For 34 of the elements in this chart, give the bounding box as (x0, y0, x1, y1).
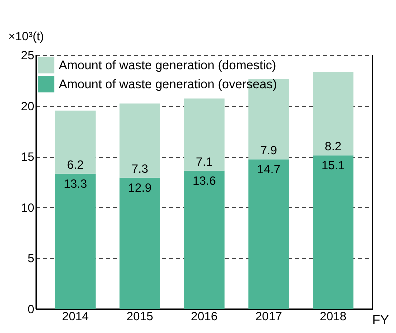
bar (248, 160, 290, 309)
bar (55, 110, 96, 174)
x-axis-title: FY (372, 312, 390, 328)
x-tick-label: 2018 (320, 310, 348, 324)
data-label: 7.3 (132, 162, 149, 176)
bar (120, 178, 160, 309)
data-label: 7.1 (196, 154, 214, 169)
data-label: 14.7 (257, 162, 281, 177)
bar (55, 174, 96, 309)
data-label: 13.6 (192, 174, 216, 188)
data-label: 15.1 (322, 158, 346, 173)
bar (184, 98, 225, 171)
x-tick-label: 2017 (256, 310, 283, 324)
legend-label: Amount of waste generation (domestic) (59, 58, 276, 72)
x-tick-label: 2016 (191, 310, 218, 324)
y-tick-label: 5 (28, 252, 35, 266)
x-tick-label: 2014 (62, 310, 90, 324)
data-label: 6.2 (67, 158, 84, 172)
y-tick-label: 25 (21, 48, 35, 62)
bar (120, 104, 160, 178)
y-tick-label: 10 (21, 200, 35, 215)
y-tick-label: 20 (21, 99, 35, 114)
bar (184, 170, 225, 309)
data-label: 13.3 (64, 176, 88, 191)
y-tick-label: 15 (21, 150, 35, 164)
data-label: 7.9 (260, 144, 278, 158)
data-label: 12.9 (128, 180, 152, 195)
y-axis-title: ×10³(t) (8, 30, 44, 44)
legend-label: Amount of waste generation (overseas) (59, 78, 278, 92)
bar (313, 72, 354, 156)
y-tick-label: 0 (28, 302, 35, 316)
x-tick-label: 2015 (126, 310, 154, 324)
data-label: 8.2 (325, 140, 342, 154)
bar (313, 156, 354, 309)
